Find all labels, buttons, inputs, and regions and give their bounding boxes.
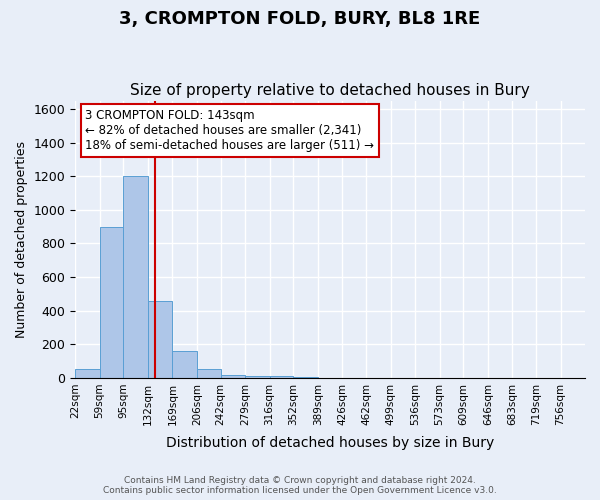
Bar — [197, 368, 221, 378]
X-axis label: Distribution of detached houses by size in Bury: Distribution of detached houses by size … — [166, 436, 494, 450]
Bar — [148, 300, 172, 378]
Bar — [245, 376, 269, 378]
Text: Contains HM Land Registry data © Crown copyright and database right 2024.
Contai: Contains HM Land Registry data © Crown c… — [103, 476, 497, 495]
Y-axis label: Number of detached properties: Number of detached properties — [15, 140, 28, 338]
Bar — [75, 370, 100, 378]
Title: Size of property relative to detached houses in Bury: Size of property relative to detached ho… — [130, 83, 530, 98]
Bar — [124, 176, 148, 378]
Bar — [100, 226, 124, 378]
Bar — [221, 374, 245, 378]
Bar — [172, 351, 197, 378]
Bar — [293, 377, 318, 378]
Bar — [269, 376, 293, 378]
Text: 3 CROMPTON FOLD: 143sqm
← 82% of detached houses are smaller (2,341)
18% of semi: 3 CROMPTON FOLD: 143sqm ← 82% of detache… — [85, 109, 374, 152]
Text: 3, CROMPTON FOLD, BURY, BL8 1RE: 3, CROMPTON FOLD, BURY, BL8 1RE — [119, 10, 481, 28]
